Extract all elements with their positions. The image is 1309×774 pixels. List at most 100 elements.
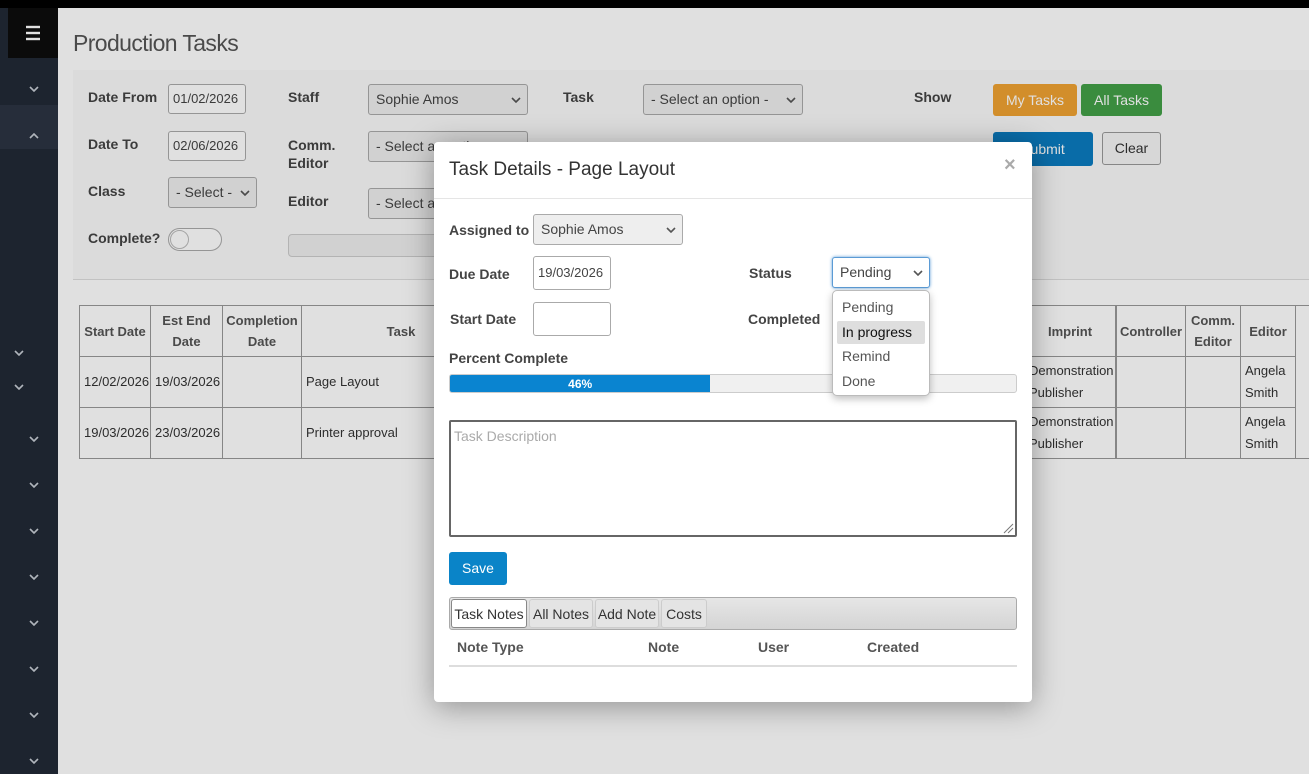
tab-bar: Task Notes All Notes Add Note Costs xyxy=(449,597,1017,630)
modal: Task Details - Page Layout × Assigned to… xyxy=(434,142,1032,702)
date-input[interactable] xyxy=(533,302,611,336)
menu-button[interactable] xyxy=(8,8,58,58)
sidebar-toggle[interactable] xyxy=(29,567,41,581)
table-cell xyxy=(1116,407,1186,459)
table-cell: Angela Smith xyxy=(1240,356,1296,408)
table-cell xyxy=(1116,356,1186,408)
dropdown-option[interactable]: Pending xyxy=(842,299,894,315)
select[interactable]: - Select - xyxy=(168,177,257,208)
label: Assigned to xyxy=(449,222,530,238)
label: Date To xyxy=(88,136,139,152)
sidebar-toggle[interactable] xyxy=(29,521,41,535)
toggle[interactable] xyxy=(168,228,222,251)
chevron-icon xyxy=(29,666,39,673)
dropdown-option[interactable]: In progress xyxy=(837,320,925,344)
sidebar-toggle[interactable] xyxy=(14,343,26,357)
progress-label: 46% xyxy=(568,377,593,391)
label: Completed xyxy=(748,311,821,327)
placeholder: Task Description xyxy=(454,428,557,444)
chevron-icon xyxy=(29,712,39,719)
label: Task xyxy=(563,89,594,105)
resize-grip xyxy=(1003,523,1014,534)
select-value: Pending xyxy=(840,264,892,280)
sidebar-toggle[interactable] xyxy=(29,751,41,765)
notes-header: Note xyxy=(648,639,680,655)
label: Date From xyxy=(88,89,158,105)
table-cell xyxy=(1295,305,1309,459)
status-select[interactable]: Pending xyxy=(832,257,930,288)
tab[interactable]: Costs xyxy=(661,599,707,628)
label: Due Date xyxy=(449,266,510,282)
select[interactable]: - Select an option - xyxy=(643,84,803,115)
all-tasks-button[interactable]: All Tasks xyxy=(1081,84,1162,116)
sidebar-toggle[interactable] xyxy=(29,613,41,627)
sidebar-toggle[interactable] xyxy=(29,126,41,139)
date-input[interactable]: 02/06/2026 xyxy=(168,131,246,161)
divider xyxy=(434,198,1032,199)
table-cell: 12/02/2026 xyxy=(79,356,151,408)
chevron-icon xyxy=(14,384,24,391)
description-textarea[interactable]: Task Description xyxy=(449,420,1017,537)
select-value: Sophie Amos xyxy=(376,91,459,107)
table-header: Comm. Editor xyxy=(1185,305,1241,357)
notes-header: User xyxy=(758,639,790,655)
close-button[interactable]: × xyxy=(1004,154,1016,176)
select-value: - Select an option - xyxy=(651,91,769,107)
clear-button[interactable]: Clear xyxy=(1102,132,1161,165)
table-cell: 19/03/2026 xyxy=(150,356,223,408)
toggle-knob xyxy=(170,230,189,249)
table-header: Editor xyxy=(1240,305,1296,357)
label: Show xyxy=(914,89,952,105)
sidebar-toggle[interactable] xyxy=(14,377,26,391)
chevron-icon xyxy=(29,758,39,765)
select-value: Sophie Amos xyxy=(541,221,624,237)
page-title: Production Tasks xyxy=(73,30,239,56)
chevron-icon xyxy=(29,132,39,139)
sidebar-toggle[interactable] xyxy=(29,79,41,93)
chevron-icon xyxy=(29,436,39,443)
table-cell: Demonstration Publisher xyxy=(1024,407,1116,459)
my-tasks-button[interactable]: My Tasks xyxy=(993,84,1077,116)
progress-bar: 46% xyxy=(449,374,1017,393)
chevron-icon xyxy=(913,269,923,276)
tab[interactable]: All Notes xyxy=(529,599,593,628)
save-button[interactable]: Save xyxy=(449,552,507,585)
notes-header: Created xyxy=(867,639,920,655)
chevron-icon xyxy=(240,189,250,196)
sidebar-toggle[interactable] xyxy=(29,475,41,489)
notes-header: Note Type xyxy=(457,639,524,655)
tab[interactable]: Task Notes xyxy=(451,599,527,628)
chevron-icon xyxy=(29,482,39,489)
chevron-icon xyxy=(14,350,24,357)
status-dropdown: Pending In progress Remind Done xyxy=(832,290,930,396)
table-cell xyxy=(222,407,302,459)
select[interactable]: Sophie Amos xyxy=(533,214,683,245)
label: Staff xyxy=(288,89,320,105)
hamburger-icon xyxy=(26,25,40,41)
sidebar-toggle[interactable] xyxy=(29,705,41,719)
modal-title: Task Details - Page Layout xyxy=(449,159,676,180)
dropdown-option[interactable]: Remind xyxy=(842,348,891,364)
sidebar-toggle[interactable] xyxy=(29,659,41,673)
table-cell: Angela Smith xyxy=(1240,407,1296,459)
label: Start Date xyxy=(450,311,517,327)
date-input[interactable]: 19/03/2026 xyxy=(533,256,611,290)
select[interactable]: Sophie Amos xyxy=(368,84,528,115)
table-cell: 19/03/2026 xyxy=(79,407,151,459)
tab[interactable]: Add Note xyxy=(595,599,659,628)
label: Percent Complete xyxy=(449,350,569,366)
sidebar-active-item[interactable] xyxy=(0,105,58,149)
chevron-icon xyxy=(29,528,39,535)
chevron-icon xyxy=(511,96,521,103)
chevron-icon xyxy=(666,226,676,233)
label: Editor xyxy=(288,193,329,209)
chevron-icon xyxy=(29,574,39,581)
date-input[interactable]: 01/02/2026 xyxy=(168,84,246,114)
top-bar xyxy=(0,0,1309,8)
table-header: Start Date xyxy=(79,305,151,357)
select-value: - Select - xyxy=(176,184,233,200)
dropdown-option[interactable]: Done xyxy=(842,372,876,389)
sidebar-toggle[interactable] xyxy=(29,429,41,443)
